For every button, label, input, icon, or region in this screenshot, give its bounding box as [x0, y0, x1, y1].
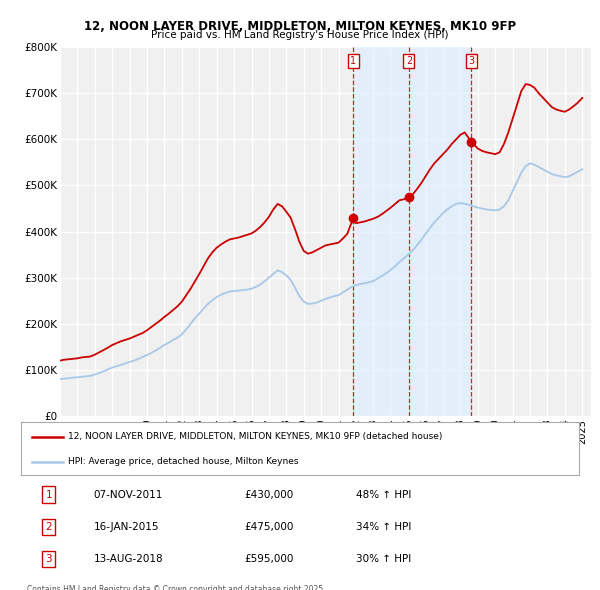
- Text: £475,000: £475,000: [244, 522, 293, 532]
- Text: 3: 3: [46, 554, 52, 564]
- Text: 1: 1: [46, 490, 52, 500]
- Bar: [353, 47, 471, 416]
- Text: Price paid vs. HM Land Registry's House Price Index (HPI): Price paid vs. HM Land Registry's House …: [151, 30, 449, 40]
- Text: 12, NOON LAYER DRIVE, MIDDLETON, MILTON KEYNES, MK10 9FP (detached house): 12, NOON LAYER DRIVE, MIDDLETON, MILTON …: [68, 432, 443, 441]
- Text: 3: 3: [468, 56, 474, 66]
- Text: 2: 2: [406, 56, 412, 66]
- Text: 2: 2: [46, 522, 52, 532]
- Text: 12, NOON LAYER DRIVE, MIDDLETON, MILTON KEYNES, MK10 9FP: 12, NOON LAYER DRIVE, MIDDLETON, MILTON …: [84, 20, 516, 33]
- Text: 34% ↑ HPI: 34% ↑ HPI: [356, 522, 411, 532]
- Text: 07-NOV-2011: 07-NOV-2011: [94, 490, 163, 500]
- Text: HPI: Average price, detached house, Milton Keynes: HPI: Average price, detached house, Milt…: [68, 457, 299, 466]
- Text: 48% ↑ HPI: 48% ↑ HPI: [356, 490, 411, 500]
- Text: Contains HM Land Registry data © Crown copyright and database right 2025.
This d: Contains HM Land Registry data © Crown c…: [26, 585, 325, 590]
- Text: 30% ↑ HPI: 30% ↑ HPI: [356, 554, 411, 564]
- Text: 1: 1: [350, 56, 356, 66]
- Text: 13-AUG-2018: 13-AUG-2018: [94, 554, 163, 564]
- Text: £595,000: £595,000: [244, 554, 293, 564]
- Text: 16-JAN-2015: 16-JAN-2015: [94, 522, 159, 532]
- Text: £430,000: £430,000: [244, 490, 293, 500]
